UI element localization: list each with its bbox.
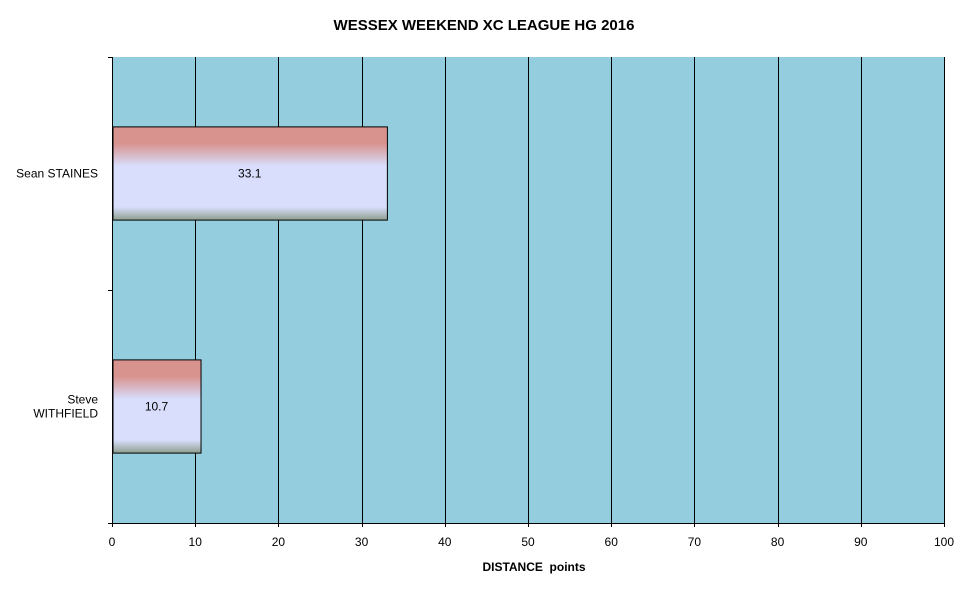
x-axis-ticks: 0 10 20 30 40 50 60 70 80 90 100 [109,523,954,549]
x-tick-label-70: 70 [688,535,702,549]
bar-0 [112,126,388,221]
data-label-1: 10.7 [145,400,169,414]
axes [108,57,944,527]
x-tick-label-20: 20 [272,535,286,549]
x-tick-label-30: 30 [355,535,369,549]
x-tick-label-40: 40 [438,535,452,549]
x-tick-label-100: 100 [934,535,954,549]
x-tick-label-90: 90 [854,535,868,549]
x-axis-title: DISTANCE points [482,560,585,574]
bars: 33.1 10.7 [112,126,388,454]
y-category-label-0-0: Sean STAINES [16,167,98,181]
x-tick-label-80: 80 [771,535,785,549]
chart-title: WESSEX WEEKEND XC LEAGUE HG 2016 [334,17,635,34]
data-label-0: 33.1 [238,167,262,181]
x-tick-label-50: 50 [521,535,535,549]
y-category-label-1-1: WITHFIELD [33,407,98,421]
x-tick-label-60: 60 [605,535,619,549]
x-tick-label-0: 0 [109,535,116,549]
x-tick-label-10: 10 [189,535,203,549]
y-category-label-1-0: Steve [67,393,98,407]
bar-1 [112,359,202,454]
